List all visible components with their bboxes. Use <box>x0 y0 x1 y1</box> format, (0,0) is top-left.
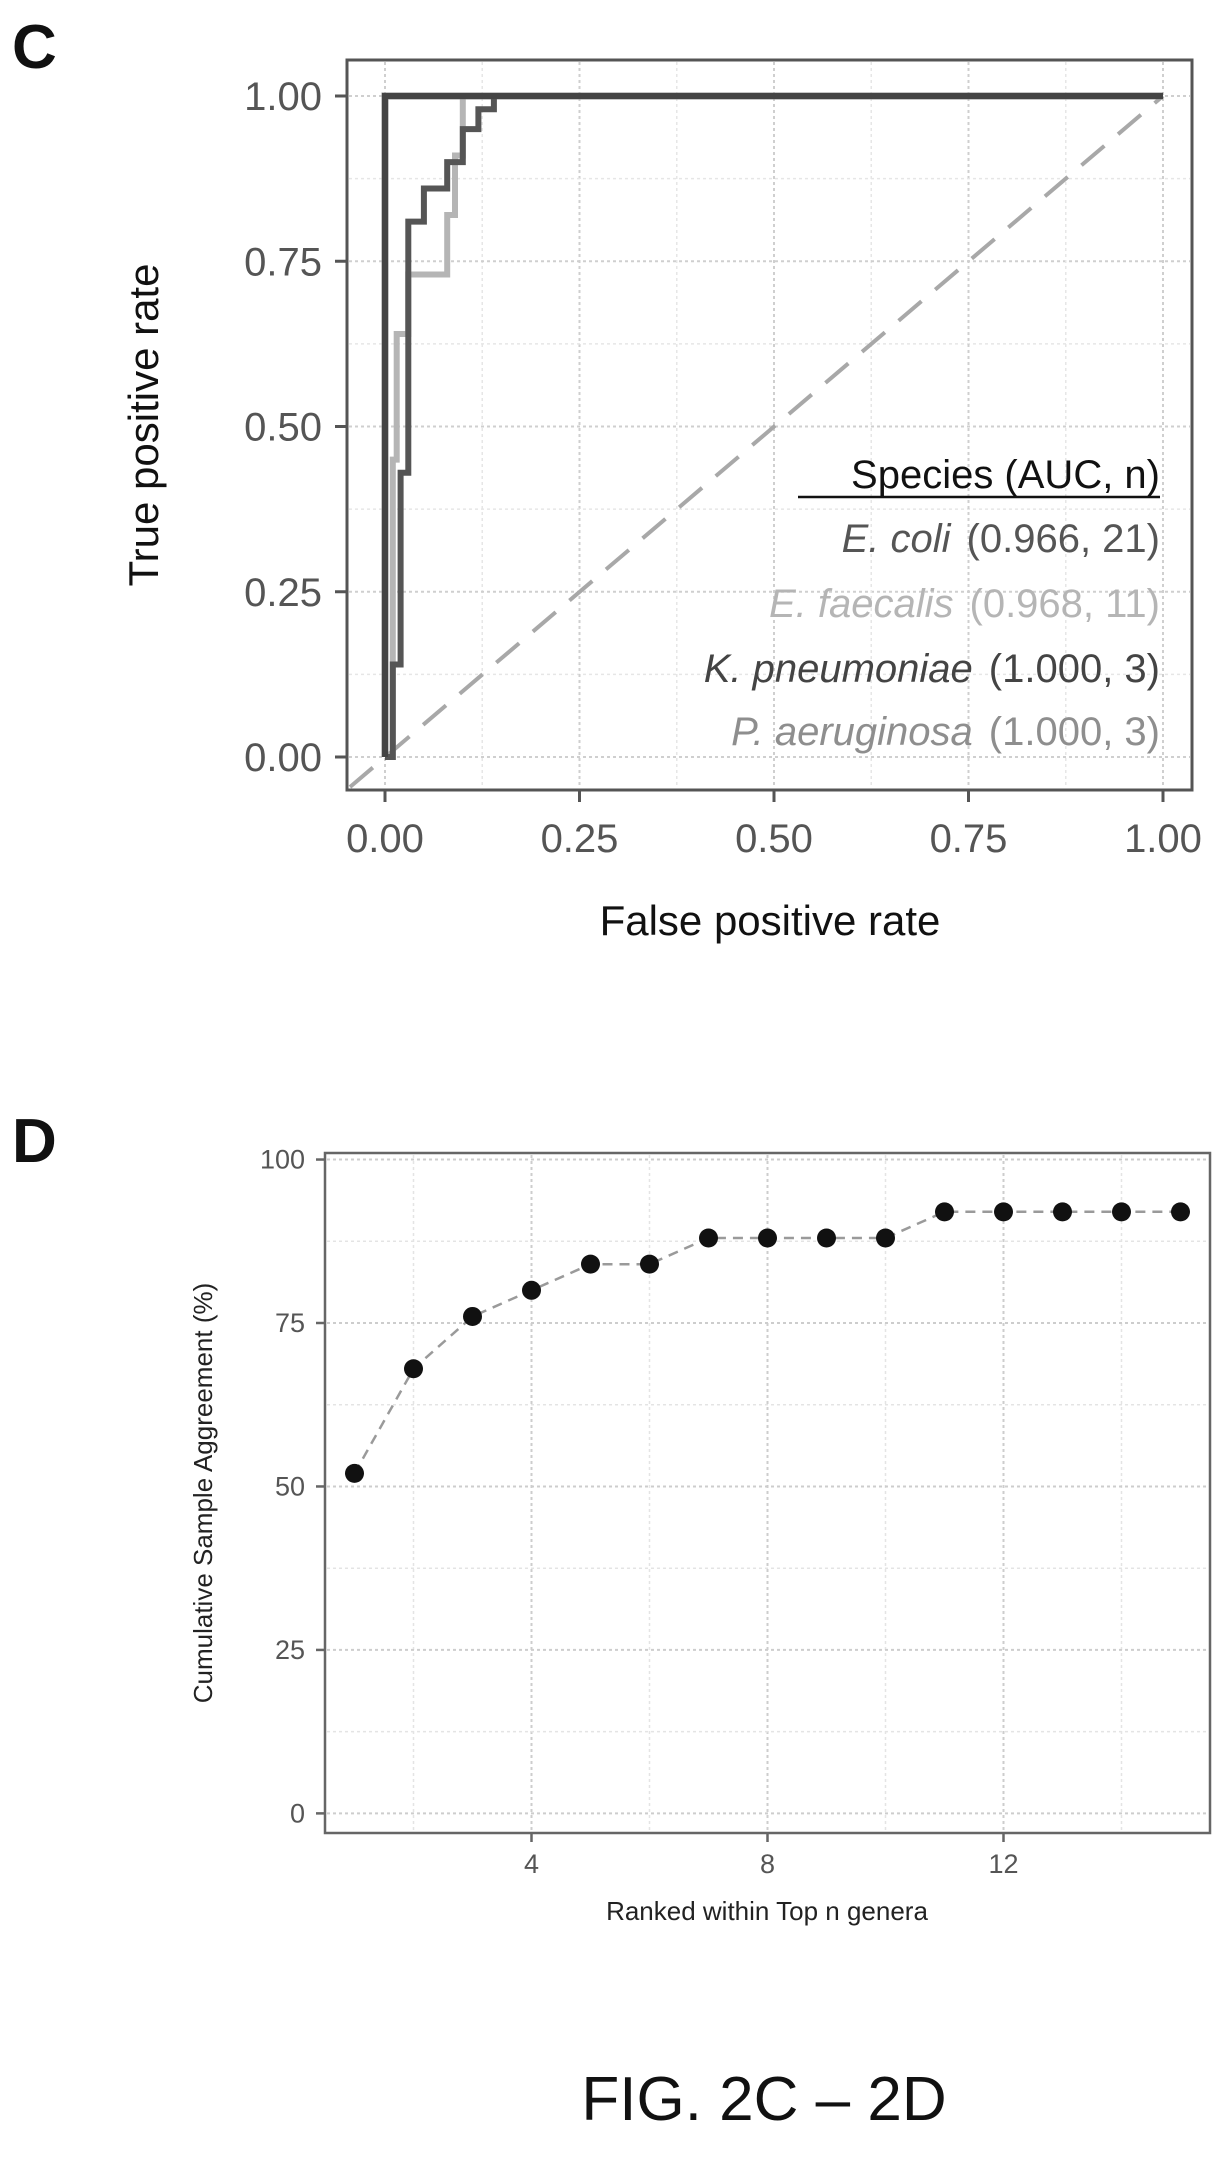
agreement-point <box>935 1202 954 1222</box>
roc-y-tick-label: 1.00 <box>244 75 322 119</box>
panel-d-letter: D <box>12 1107 57 1176</box>
roc-x-tick-label: 1.00 <box>1124 817 1202 861</box>
agreement-x-axis-label: Ranked within Top n genera <box>606 1896 928 1926</box>
roc-chart: 0.00 0.25 0.50 0.75 1.00 0.00 0.25 0.50 0.75 1.00… <box>120 58 1202 944</box>
agreement-point <box>404 1359 423 1379</box>
agreement-x-tick-label: 8 <box>760 1849 775 1879</box>
agreement-point <box>581 1254 600 1274</box>
roc-x-tick-label: 0.25 <box>541 817 619 861</box>
roc-ticks: 0.00 0.25 0.50 0.75 1.00 0.00 0.25 0.50 0.75 1.00 <box>244 75 1202 861</box>
roc-y-tick-label: 0.00 <box>244 736 322 780</box>
legend-entry-e-coli: E. coli (0.966, 21) <box>842 517 1160 561</box>
legend-entry-p-aeruginosa: P. aeruginosa (1.000, 3) <box>731 710 1160 754</box>
agreement-point <box>758 1228 777 1248</box>
roc-curve-k-pneumoniae <box>382 93 1163 757</box>
legend-stat-p-aeruginosa: (1.000, 3) <box>989 710 1160 754</box>
legend-name-p-aeruginosa: P. aeruginosa <box>731 710 973 754</box>
agreement-point <box>1112 1202 1131 1222</box>
agreement-point <box>463 1306 482 1326</box>
agreement-x-tick-label: 4 <box>524 1849 539 1879</box>
agreement-chart: 4 8 12 0 25 50 75 100 Ranked within Top n gener… <box>188 1145 1212 1926</box>
legend-name-e-faecalis: E. faecalis <box>769 582 954 626</box>
agreement-y-tick-label: 100 <box>260 1145 305 1175</box>
roc-y-tick-label: 0.50 <box>244 406 322 450</box>
roc-y-tick-label: 0.25 <box>244 571 322 615</box>
agreement-point <box>817 1228 836 1248</box>
roc-x-tick-label: 0.00 <box>346 817 424 861</box>
legend-entry-e-faecalis: E. faecalis (0.968, 11) <box>769 582 1160 626</box>
legend-name-k-pneumoniae: K. pneumoniae <box>704 647 973 691</box>
agreement-ticks: 4 8 12 0 25 50 75 100 <box>260 1145 1019 1879</box>
agreement-y-tick-label: 0 <box>290 1798 305 1828</box>
roc-legend: Species (AUC, n) E. coli (0.966, 21) E. f… <box>704 453 1160 754</box>
roc-curve-e-coli <box>385 93 1163 760</box>
roc-y-axis-label: True positive rate <box>120 264 167 587</box>
roc-series-group <box>381 92 1163 760</box>
legend-stat-e-faecalis: (0.968, 11) <box>970 582 1161 626</box>
agreement-point <box>1053 1202 1072 1222</box>
roc-reference-diagonal <box>348 94 1165 789</box>
roc-x-tick-label: 0.75 <box>930 817 1008 861</box>
agreement-point <box>876 1228 895 1248</box>
agreement-point <box>994 1202 1013 1222</box>
roc-plot-background <box>345 58 1194 792</box>
agreement-y-tick-label: 25 <box>275 1635 305 1665</box>
legend-stat-e-coli: (0.966, 21) <box>967 517 1160 561</box>
roc-x-axis-label: False positive rate <box>600 897 941 944</box>
legend-stat-k-pneumoniae: (1.000, 3) <box>989 647 1160 691</box>
legend-title: Species (AUC, n) <box>851 453 1160 497</box>
agreement-point <box>699 1228 718 1248</box>
agreement-points <box>345 1202 1190 1483</box>
agreement-point <box>345 1463 364 1483</box>
figure-caption: FIG. 2C – 2D <box>581 2065 946 2134</box>
agreement-y-tick-label: 50 <box>275 1471 305 1501</box>
legend-name-e-coli: E. coli <box>842 517 952 561</box>
agreement-y-tick-label: 75 <box>275 1308 305 1338</box>
roc-x-tick-label: 0.50 <box>735 817 813 861</box>
legend-entry-k-pneumoniae: K. pneumoniae (1.000, 3) <box>704 647 1160 691</box>
agreement-x-tick-label: 12 <box>988 1849 1018 1879</box>
panel-c-letter: C <box>12 13 57 82</box>
agreement-y-axis-label: Cumulative Sample Aggreement (%) <box>188 1283 218 1704</box>
agreement-point <box>640 1254 659 1274</box>
agreement-point <box>522 1280 541 1300</box>
agreement-point <box>1171 1202 1190 1222</box>
roc-y-tick-label: 0.75 <box>244 240 322 284</box>
